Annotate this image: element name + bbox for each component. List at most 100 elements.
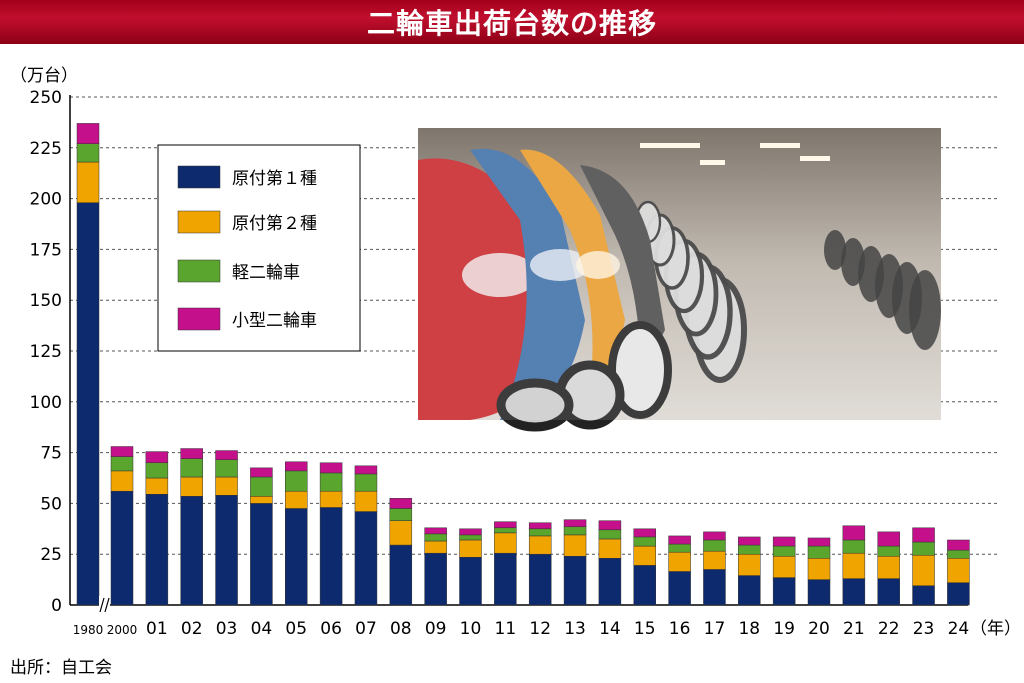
bar-segment (703, 539, 726, 552)
bar-segment (110, 470, 134, 492)
bar-segment (912, 527, 935, 543)
x-tick-label: 08 (390, 619, 412, 639)
bar-segment (215, 450, 238, 460)
x-tick-label: 2000 (107, 623, 138, 637)
bar-segment (563, 526, 587, 536)
bar-segment (598, 558, 622, 606)
bar-segment (424, 540, 447, 554)
bar-segment (389, 520, 413, 546)
x-tick-label: 10 (460, 619, 482, 639)
x-tick-label: 23 (913, 619, 935, 639)
axis-break-mark (99, 597, 110, 613)
bar-segment (459, 556, 482, 606)
bar-segment (772, 536, 796, 547)
bar-segment (110, 456, 134, 472)
x-tick-label: 24 (948, 619, 970, 639)
legend-swatch (177, 307, 221, 331)
x-tick-label: 21 (843, 619, 865, 639)
bar-segment (738, 536, 761, 546)
x-tick-label: 07 (355, 619, 377, 639)
bar-segment (110, 490, 134, 606)
bar-segment (285, 470, 308, 492)
bar-segment (563, 519, 587, 528)
bar-segment (389, 544, 413, 606)
bar-segment (180, 448, 203, 459)
bar-segment (459, 534, 482, 541)
bar-segment (633, 536, 656, 547)
bar-segment (250, 496, 273, 504)
bar-segment (738, 575, 761, 606)
grey-scooter (580, 165, 665, 365)
bar-segment (947, 549, 970, 559)
bar-segment (563, 555, 587, 606)
bar-segment (598, 529, 622, 540)
y-unit-label: （万台） (10, 66, 78, 86)
orange-scooter (520, 149, 625, 390)
x-tick-label: 13 (564, 619, 586, 639)
bar-segment (772, 555, 796, 578)
bar-segment (633, 565, 656, 606)
bar-segment (528, 553, 552, 606)
chart-title: 二輪車出荷台数の推移 (0, 0, 1024, 44)
bar-segment (285, 490, 308, 509)
bar-segment (285, 461, 308, 472)
y-tick-label: 250 (30, 88, 62, 108)
x-tick-label: 02 (181, 619, 203, 639)
bar-segment (738, 553, 761, 576)
bar-segment (110, 446, 134, 457)
bar-segment (215, 495, 238, 606)
bar-segment (354, 490, 378, 512)
bar-segment (494, 552, 517, 606)
bar-segment (76, 143, 100, 163)
legend-label: 軽二輪車 (232, 263, 300, 283)
x-unit-label: （年） (970, 619, 1021, 639)
bar-segment (354, 465, 378, 475)
x-tick-label: 19 (773, 619, 795, 639)
bar-segment (807, 537, 831, 547)
x-tick-label: 20 (808, 619, 830, 639)
x-tick-label: 04 (251, 619, 273, 639)
bar-segment (528, 535, 552, 555)
y-tick-label: 175 (30, 240, 62, 260)
bar-segment (528, 522, 552, 530)
scooter-photo (418, 128, 941, 432)
bar-segment (807, 545, 831, 559)
bar-segment (877, 545, 900, 557)
x-tick-label: 15 (634, 619, 656, 639)
bar-segment (563, 534, 587, 557)
bar-segment (668, 571, 691, 606)
bar-segment (842, 539, 866, 554)
bar-segment (319, 507, 343, 606)
x-tick-label: 17 (704, 619, 726, 639)
x-tick-label: 22 (878, 619, 900, 639)
x-tick-label: 1980 (73, 623, 104, 637)
x-tick-label: 14 (599, 619, 621, 639)
bar-segment (424, 552, 447, 606)
bar-segment (319, 472, 343, 492)
y-tick-label: 25 (40, 545, 62, 565)
bar-segment (947, 539, 970, 551)
bar-segment (145, 477, 169, 495)
bar-segment (285, 508, 308, 606)
y-tick-label: 50 (40, 494, 62, 514)
x-tick-label: 16 (669, 619, 691, 639)
bar-segment (668, 551, 691, 572)
y-tick-label: 150 (30, 291, 62, 311)
bar-segment (354, 511, 378, 606)
bar-segment (842, 525, 866, 541)
bar-segment (633, 528, 656, 538)
bar-segment (424, 533, 447, 542)
y-tick-label: 125 (30, 342, 62, 362)
bar-segment (145, 462, 169, 479)
bar-segment (598, 520, 622, 531)
bar-segment (145, 451, 169, 464)
bar-segment (807, 558, 831, 580)
y-tick-label: 100 (30, 393, 62, 413)
bar-segment (842, 552, 866, 579)
y-tick-label: 0 (51, 596, 62, 616)
bar-segment (633, 545, 656, 566)
x-tick-label: 11 (495, 619, 517, 639)
bar-segment (180, 476, 203, 497)
bar-segment (947, 558, 970, 583)
